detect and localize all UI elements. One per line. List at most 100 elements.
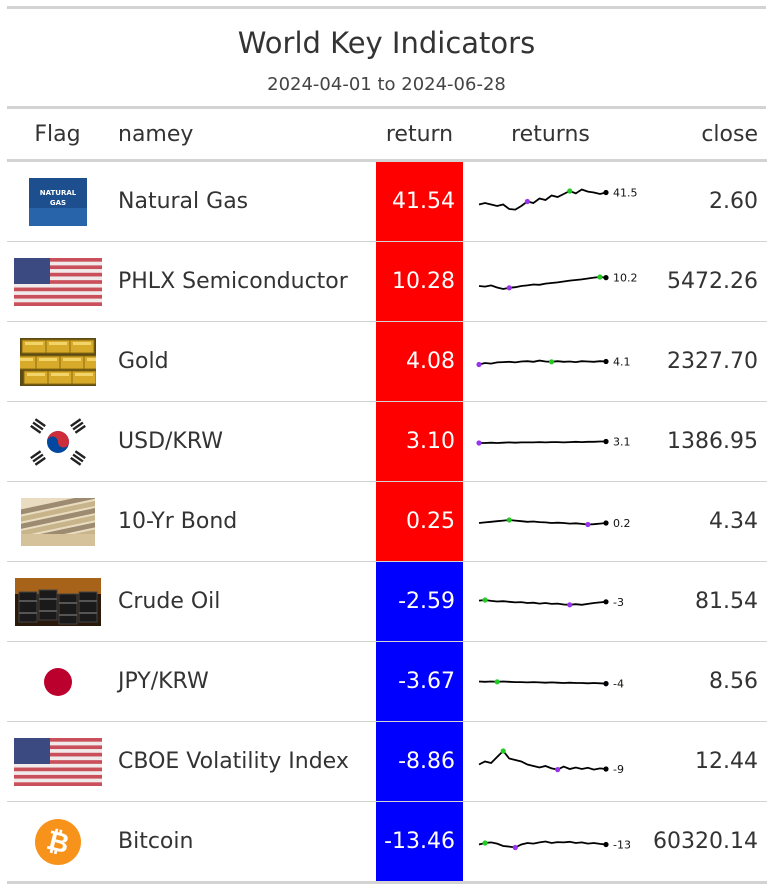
sparkline-end-point [603,274,609,280]
header-name: namey [108,109,376,162]
svg-text:GAS: GAS [49,199,65,207]
sparkline: -13 [478,838,631,851]
sparkline-end-label: -13 [613,838,631,851]
sparkline-end-label: -3 [613,595,624,608]
indicator-name: Natural Gas [108,160,376,242]
flag-cell [7,401,108,482]
sparkline-path [478,749,607,771]
table-row: 10-Yr Bond 0.25 0.2 4.34 [7,481,767,562]
header-row: Flag namey return returns close [7,109,767,162]
sparkline-max-point [506,516,512,523]
returns-sparkline-cell: -9 [463,721,638,802]
sparkline-max-point [500,747,506,754]
close-value: 4.34 [638,481,767,562]
flag-cell [7,561,108,642]
indicator-name: JPY/KRW [108,641,376,722]
sparkline-path [478,840,607,848]
returns-sparkline-cell: 0.2 [463,481,638,562]
close-value: 8.56 [638,641,767,722]
return-value: -13.46 [376,801,463,884]
sparkline-min-point [567,601,573,607]
crude-oil-image [14,577,101,626]
sparkline-end-label: 4.1 [613,355,631,368]
sparkline-end-label: 0.2 [613,517,631,530]
close-value: 12.44 [638,721,767,802]
sparkline-path [479,440,606,444]
sparkline: -9 [478,747,624,776]
bond-image [20,497,95,546]
close-value: 81.54 [638,561,767,642]
sparkline-max-point [548,358,555,364]
sparkline-max-point [494,678,500,684]
natural-gas-image: NATURAL GAS [28,177,87,226]
us-flag-icon [13,737,102,786]
sparkline-end-label: 41.5 [613,186,638,199]
sparkline-max-point [482,596,488,603]
sparkline-path [478,518,607,525]
table-subtitle: 2024-04-01 to 2024-06-28 [267,74,506,95]
header-flag: Flag [7,109,108,162]
returns-sparkline-cell: -4 [463,641,638,722]
indicator-name: Bitcoin [108,801,376,884]
table-row: CBOE Volatility Index -8.86 -9 12.44 [7,721,767,802]
returns-sparkline-cell: 4.1 [463,321,638,402]
close-value: 2.60 [638,160,767,242]
table-row: USD/KRW 3.10 3.1 1386.95 [7,401,767,482]
sparkline-end-point [603,358,609,364]
header-returns: returns [463,109,638,162]
return-value: 0.25 [376,481,463,562]
japan-flag-icon [29,657,86,706]
svg-text:NATURAL: NATURAL [39,189,76,197]
sparkline-end-point [603,765,609,772]
sparkline: 41.5 [478,186,638,211]
sparkline-min-point [476,439,482,446]
sparkline-end-point [603,680,609,686]
return-value: -8.86 [376,721,463,802]
sparkline-min-point [506,284,512,290]
sparkline-max-point [567,187,573,194]
sparkline-path [478,275,607,290]
sparkline-end-point [603,438,609,444]
returns-sparkline-cell: -3 [463,561,638,642]
table-row: ₿ Bitcoin -13.46 -13 60320.14 [7,801,767,884]
table-title: World Key Indicators [237,26,536,60]
sparkline-end-point [603,519,609,526]
sparkline: 4.1 [476,355,631,368]
sparkline-end-point [603,598,609,604]
header-return: return [376,109,463,162]
gold-bars-image [19,337,96,386]
sparkline-min-point [524,198,530,204]
sparkline: -4 [478,677,624,690]
flag-cell [7,641,108,722]
returns-sparkline-cell: -13 [463,801,638,884]
return-value: 41.54 [376,160,463,242]
header-close: close [638,109,767,162]
indicators-table: Flag namey return returns close NATURAL G… [7,109,767,884]
sparkline-path [478,598,607,606]
sparkline-max-point [482,839,488,846]
flag-cell: ₿ [7,801,108,884]
indicator-name: 10-Yr Bond [108,481,376,562]
sparkline-path [478,188,607,211]
table-row: Crude Oil -2.59 -3 81.54 [7,561,767,642]
sparkline-end-label: 10.28 [613,271,638,284]
sparkline: -3 [478,595,624,608]
return-value: 3.10 [376,401,463,482]
flag-cell [7,241,108,322]
table-row: NATURAL GAS Natural Gas 41.54 41.5 2.60 [7,160,767,242]
us-flag-icon [13,257,102,306]
sparkline-min-point [476,361,482,367]
sparkline-min-point [555,766,561,772]
title-rule [7,106,766,109]
sparkline-end-point [603,189,609,195]
return-value: 10.28 [376,241,463,322]
close-value: 60320.14 [638,801,767,884]
flag-cell [7,321,108,402]
sparkline-min-point [512,844,518,850]
sparkline-path [478,359,607,365]
return-value: -3.67 [376,641,463,722]
sparkline-end-point [603,841,609,847]
returns-sparkline-cell: 10.28 [463,241,638,322]
return-value: -2.59 [376,561,463,642]
